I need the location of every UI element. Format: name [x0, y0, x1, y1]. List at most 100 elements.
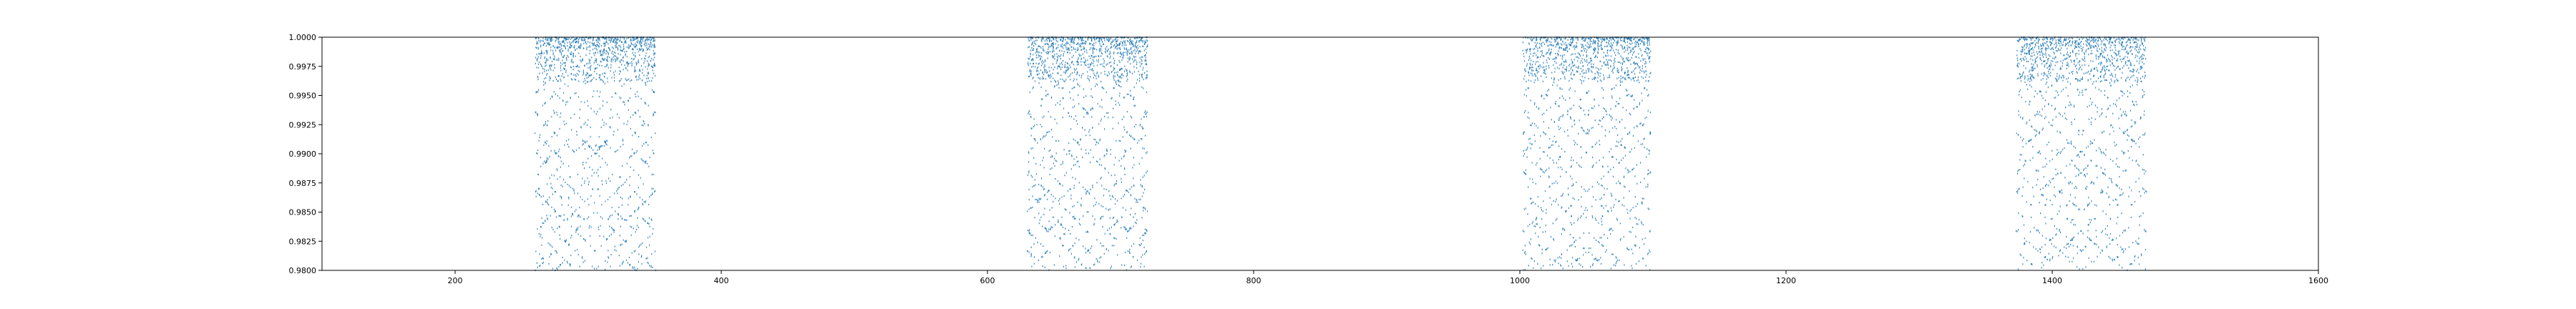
data-point: [1139, 57, 1141, 59]
data-point: [1649, 44, 1650, 46]
data-point: [1054, 66, 1055, 68]
data-point: [1098, 55, 1100, 57]
data-point: [1601, 87, 1603, 89]
data-point: [1144, 72, 1146, 74]
data-point: [1109, 227, 1111, 230]
data-point: [1042, 59, 1043, 62]
data-point: [1073, 46, 1074, 49]
data-point: [1138, 41, 1140, 43]
data-point: [596, 268, 597, 270]
data-point: [547, 120, 549, 122]
data-point: [1644, 147, 1645, 149]
data-point: [1146, 230, 1148, 232]
data-point: [596, 59, 597, 61]
data-point: [611, 52, 613, 54]
data-point: [1541, 252, 1543, 255]
data-point: [1560, 175, 1561, 177]
data-point: [1629, 59, 1631, 61]
data-point: [1120, 52, 1121, 54]
data-point: [1106, 55, 1108, 57]
data-point: [1544, 36, 1546, 39]
data-point: [563, 92, 565, 94]
data-point: [1065, 209, 1067, 211]
data-point: [653, 38, 655, 40]
data-point: [1538, 65, 1540, 67]
data-point: [1523, 55, 1525, 57]
data-point: [1136, 61, 1138, 64]
data-point: [571, 51, 572, 53]
data-point: [600, 54, 602, 56]
data-point: [632, 266, 633, 268]
data-point: [648, 217, 650, 219]
data-point: [1028, 199, 1030, 201]
data-point: [1603, 157, 1604, 159]
data-point: [2137, 55, 2138, 57]
data-point: [1543, 69, 1545, 72]
data-point: [617, 41, 618, 44]
data-point: [542, 72, 543, 74]
data-point: [1046, 42, 1048, 44]
data-point: [1537, 263, 1538, 265]
data-point: [1070, 38, 1072, 40]
data-point: [1594, 258, 1596, 260]
data-point: [1067, 42, 1068, 44]
data-point: [1554, 67, 1556, 69]
data-point: [1532, 38, 1533, 40]
data-point: [620, 54, 621, 56]
data-point: [572, 150, 575, 152]
data-point: [574, 192, 575, 195]
data-point: [573, 39, 575, 41]
data-point: [579, 117, 580, 119]
data-point: [1119, 43, 1121, 45]
data-point: [1571, 125, 1573, 128]
data-point: [1121, 118, 1123, 120]
data-point: [634, 191, 635, 193]
data-point: [1525, 109, 1526, 112]
data-point: [1626, 49, 1629, 51]
data-point: [1103, 155, 1105, 157]
data-point: [1126, 228, 1127, 230]
data-point: [1612, 69, 1614, 71]
data-point: [623, 239, 624, 241]
data-point: [1083, 116, 1085, 118]
data-point: [570, 237, 572, 239]
data-point: [1558, 50, 1559, 52]
data-point: [1561, 62, 1562, 64]
data-point: [1028, 64, 1030, 67]
data-point: [1639, 72, 1641, 74]
data-point: [1029, 75, 1030, 77]
data-point: [1616, 257, 1617, 259]
data-point: [1135, 59, 1136, 62]
data-point: [588, 59, 590, 61]
data-point: [1528, 79, 1529, 82]
data-point: [1099, 64, 1101, 66]
data-point: [1069, 58, 1070, 60]
data-point: [1033, 118, 1035, 120]
data-point: [1116, 40, 1118, 42]
data-point: [1599, 237, 1601, 239]
data-point: [1647, 173, 1649, 175]
data-point: [1624, 38, 1626, 40]
data-point: [611, 39, 613, 41]
data-point: [550, 149, 552, 152]
data-point: [605, 37, 607, 39]
data-point: [1146, 91, 1147, 94]
data-point: [552, 79, 554, 82]
data-point: [652, 192, 653, 195]
data-point: [1546, 109, 1548, 112]
data-point: [1607, 64, 1609, 66]
data-point: [1080, 264, 1082, 266]
data-point: [1033, 157, 1035, 159]
data-point: [653, 152, 654, 154]
data-point: [1549, 264, 1551, 266]
data-point: [1561, 88, 1563, 90]
data-point: [1118, 160, 1120, 162]
data-point: [567, 56, 569, 58]
data-point: [1093, 42, 1095, 44]
data-point: [542, 104, 543, 107]
data-point: [637, 217, 638, 219]
data-point: [1533, 82, 1535, 84]
data-point: [1048, 44, 1049, 46]
data-point: [1065, 72, 1067, 74]
data-point: [618, 44, 620, 46]
